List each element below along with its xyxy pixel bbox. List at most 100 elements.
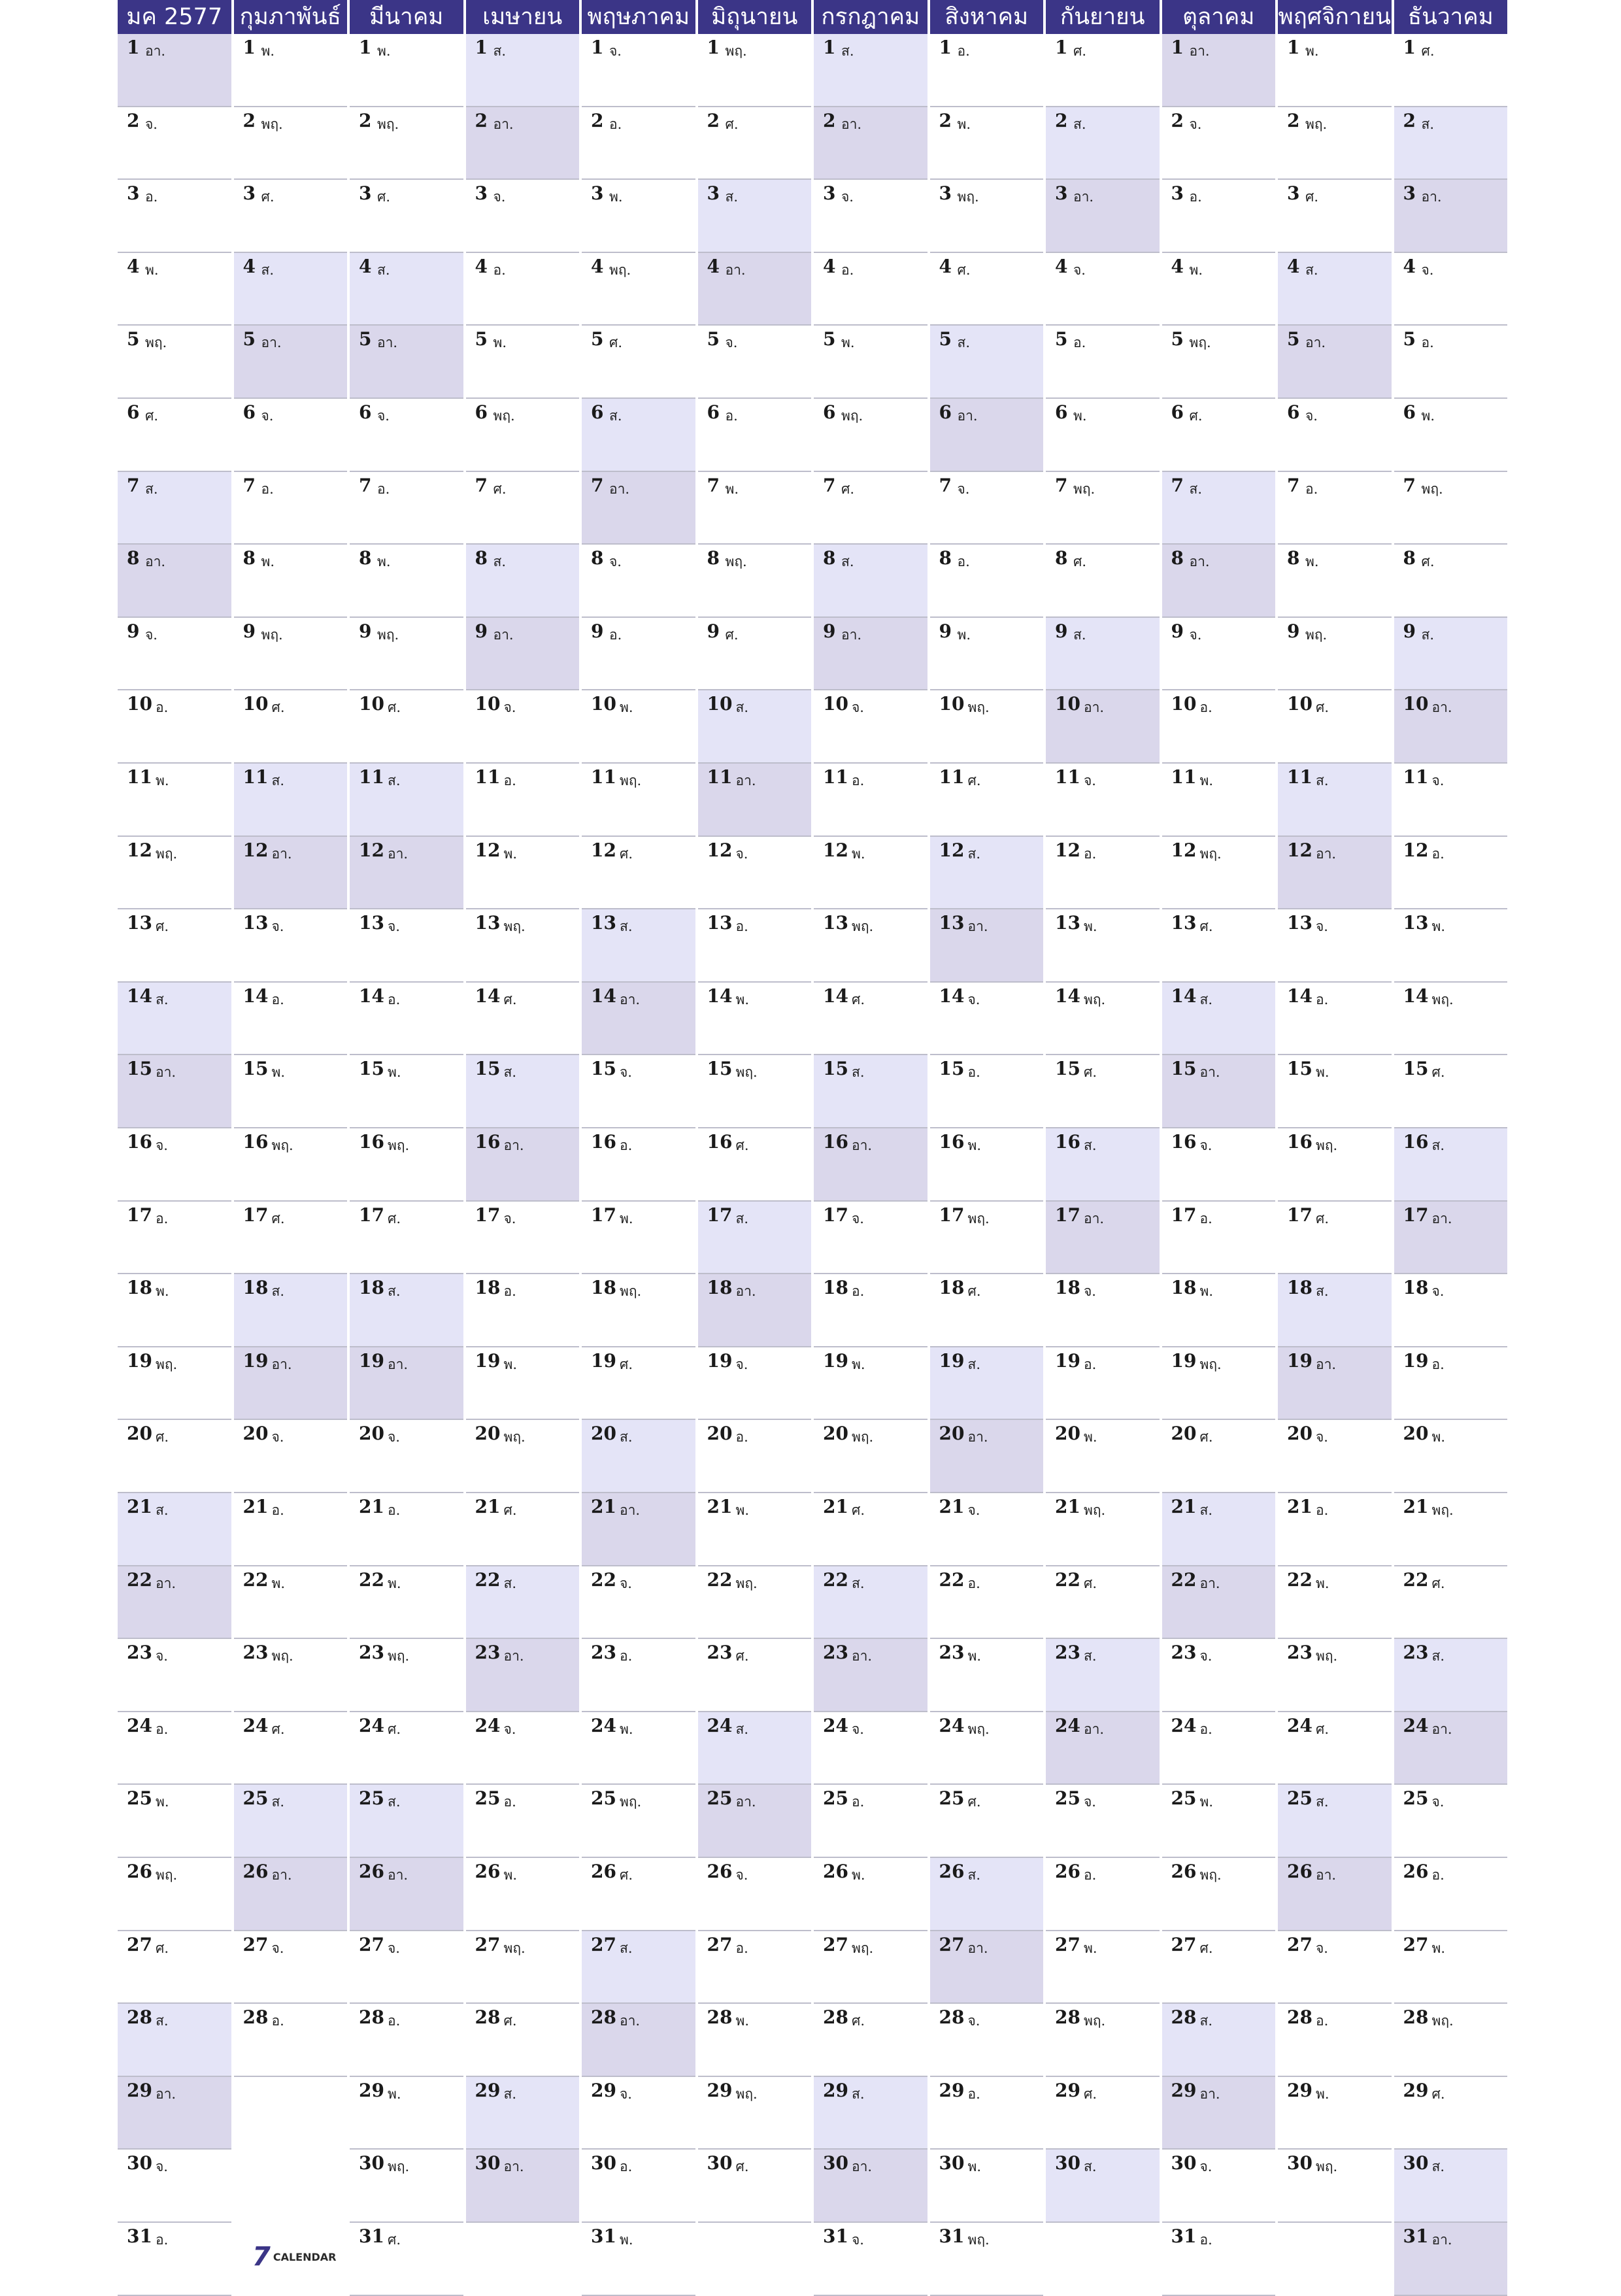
weekday-label: อา. [967, 1429, 988, 1445]
day-cell: 30 จ. [118, 2150, 231, 2223]
day-number: 6 [127, 401, 140, 423]
day-cell: 25 จ. [1394, 1785, 1507, 1858]
day-cell: 29 ศ. [1394, 2076, 1507, 2150]
weekday-label: ส. [841, 554, 854, 570]
day-cell: 12 อ. [1046, 836, 1160, 910]
weekday-label: พฤ. [1084, 991, 1106, 1007]
day-number: 25 [475, 1787, 501, 1810]
day-number: 19 [591, 1349, 616, 1372]
weekday-label: ศ. [156, 1429, 169, 1445]
month-header: มีนาคม [350, 0, 463, 34]
weekday-label: จ. [271, 1940, 284, 1956]
day-number: 28 [823, 2006, 848, 2029]
weekday-label: พ. [735, 1502, 750, 1518]
day-cell: 31 อ. [118, 2223, 231, 2296]
day-cell: 28 ศ. [814, 2004, 927, 2077]
day-cell: 1 จ. [582, 34, 695, 107]
day-number: 3 [1171, 182, 1184, 205]
day-number: 21 [359, 1496, 384, 1517]
weekday-label: อ. [620, 2159, 633, 2175]
weekday-label: ส. [1084, 1138, 1097, 1153]
day-cell: 9 จ. [1161, 617, 1275, 691]
day-number: 27 [242, 1933, 269, 1955]
day-number: 17 [707, 1204, 733, 1226]
day-number: 14 [1287, 985, 1312, 1007]
day-number: 8 [1055, 547, 1068, 569]
day-number: 28 [1403, 2006, 1429, 2029]
weekday-label: ศ. [388, 1210, 401, 1226]
day-cell: 14 อ. [233, 982, 347, 1056]
weekday-label: จ. [852, 2232, 864, 2248]
weekday-label: ศ. [1199, 919, 1213, 935]
weekday-label: อ. [271, 1502, 284, 1518]
day-number: 8 [127, 547, 140, 569]
day-number: 15 [127, 1058, 152, 1080]
weekday-label: ส. [271, 773, 285, 788]
day-number: 12 [1171, 839, 1197, 861]
weekday-label: ส. [1189, 481, 1203, 497]
day-number: 2 [1403, 109, 1416, 131]
day-cell: 29 ส. [814, 2076, 927, 2150]
weekday-label: พฤ. [1073, 481, 1095, 497]
day-cell: 8 จ. [582, 545, 695, 618]
weekday-label: พ. [261, 554, 275, 570]
weekday-label: จ. [1073, 262, 1086, 278]
day-number: 17 [1287, 1204, 1312, 1226]
day-cell: 2 ส. [1046, 107, 1160, 180]
day-cell: 11 ส. [1278, 764, 1392, 837]
day-number: 17 [475, 1204, 501, 1226]
day-number: 10 [242, 693, 269, 715]
day-number: 11 [1171, 766, 1197, 788]
day-number: 14 [939, 985, 965, 1007]
day-cell: 7 พ. [697, 471, 811, 545]
day-number: 8 [823, 547, 836, 569]
day-cell: 9 พฤ. [1278, 617, 1392, 691]
weekday-label: ส. [1073, 116, 1086, 132]
weekday-label: พ. [503, 1356, 518, 1372]
day-number: 31 [127, 2225, 152, 2247]
day-cell: 13 ศ. [118, 909, 231, 983]
day-cell: 28 ส. [1161, 2004, 1275, 2077]
day-number: 31 [359, 2225, 384, 2247]
day-cell: 14 อ. [1278, 982, 1392, 1056]
day-cell: 3 อ. [1161, 180, 1275, 253]
day-cell: 17 ศ. [233, 1201, 347, 1275]
day-number: 21 [823, 1496, 848, 1517]
day-cell: 3 จ. [814, 180, 927, 253]
weekday-label: อา. [503, 1648, 524, 1664]
weekday-label: อ. [967, 1064, 980, 1081]
weekday-label: ศ. [388, 2232, 401, 2248]
weekday-label: อ. [1084, 1867, 1097, 1883]
day-cell: 10 ส. [697, 690, 811, 764]
day-number: 21 [707, 1496, 733, 1517]
weekday-label: อา. [725, 262, 746, 278]
day-number: 16 [707, 1131, 733, 1153]
day-cell: 16 อา. [814, 1128, 927, 1202]
day-number: 1 [1171, 37, 1184, 58]
day-number: 24 [1287, 1714, 1312, 1736]
day-cell: 6 อ. [697, 399, 811, 472]
day-cell: 2 จ. [1161, 107, 1275, 180]
weekday-label: อา. [1431, 700, 1452, 716]
day-number: 3 [242, 182, 256, 205]
day-number: 19 [127, 1349, 152, 1372]
day-number: 15 [707, 1058, 733, 1080]
weekday-label: ส. [156, 991, 169, 1007]
day-number: 10 [127, 693, 152, 715]
day-cell: 20 พฤ. [465, 1420, 579, 1493]
weekday-label: อา. [493, 626, 514, 643]
day-number: 19 [707, 1349, 733, 1372]
day-cell: 21 อ. [1278, 1493, 1392, 1566]
weekday-label: อ. [261, 481, 274, 497]
day-number: 23 [591, 1642, 616, 1664]
day-cell: 21 ส. [118, 1493, 231, 1566]
day-cell: 12 อ. [1394, 836, 1507, 910]
weekday-label: อ. [1431, 845, 1445, 862]
weekday-label: อา. [609, 481, 630, 497]
day-cell: 17 จ. [465, 1201, 579, 1275]
day-cell: 19 พ. [465, 1347, 579, 1421]
day-number: 31 [823, 2225, 848, 2247]
day-cell: 2 จ. [118, 107, 231, 180]
day-cell: 16 จ. [1161, 1128, 1275, 1202]
weekday-label: อา. [271, 1867, 292, 1883]
